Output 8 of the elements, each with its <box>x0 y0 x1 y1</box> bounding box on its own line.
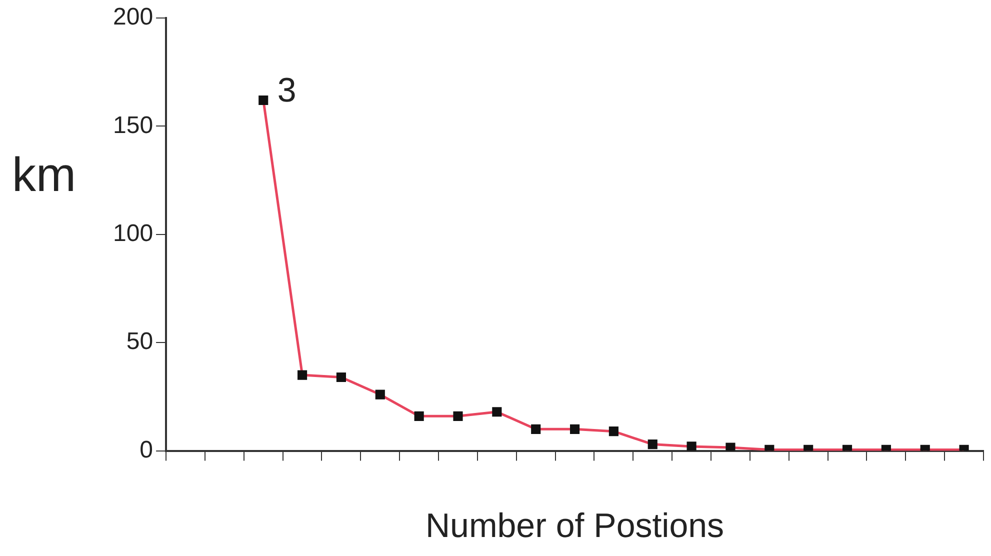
y-tick-label: 100 <box>112 220 154 248</box>
x-axis-title: Number of Postions <box>425 506 724 545</box>
y-tick-label: 0 <box>140 436 154 464</box>
y-tick-label: 200 <box>112 4 154 31</box>
y-tick-label: 50 <box>126 328 154 356</box>
y-tick-label: 150 <box>112 112 154 139</box>
y-axis-title: km <box>12 148 76 203</box>
annotation: 3 <box>277 72 296 110</box>
